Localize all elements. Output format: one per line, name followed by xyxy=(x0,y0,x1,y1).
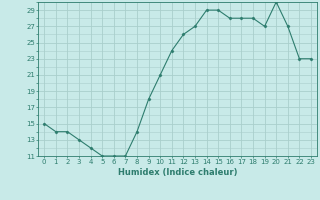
X-axis label: Humidex (Indice chaleur): Humidex (Indice chaleur) xyxy=(118,168,237,177)
